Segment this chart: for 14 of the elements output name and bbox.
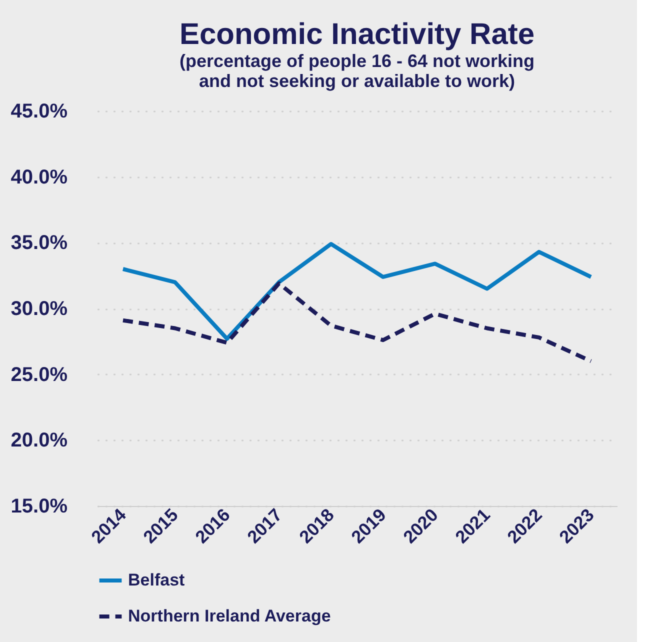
y-tick-label: 45.0%	[10, 100, 68, 122]
text: (percentage of people 16 - 64 not working	[179, 51, 535, 71]
y-tick-label: 40.0%	[10, 166, 68, 188]
line-series	[121, 281, 593, 364]
text: and not seeking or available to work)	[198, 71, 516, 91]
chart-title: Economic Inactivity Rate	[179, 18, 535, 51]
y-tick-label: 20.0%	[10, 430, 68, 452]
y-tick-label: 35.0%	[10, 232, 68, 254]
legend-label: Northern Ireland Average	[128, 606, 331, 626]
y-tick-label: 30.0%	[10, 298, 68, 320]
legend-label: Belfast	[128, 570, 186, 590]
line-series	[121, 242, 593, 341]
y-tick-label: 25.0%	[10, 364, 68, 386]
y-tick-label: 15.0%	[10, 496, 68, 518]
